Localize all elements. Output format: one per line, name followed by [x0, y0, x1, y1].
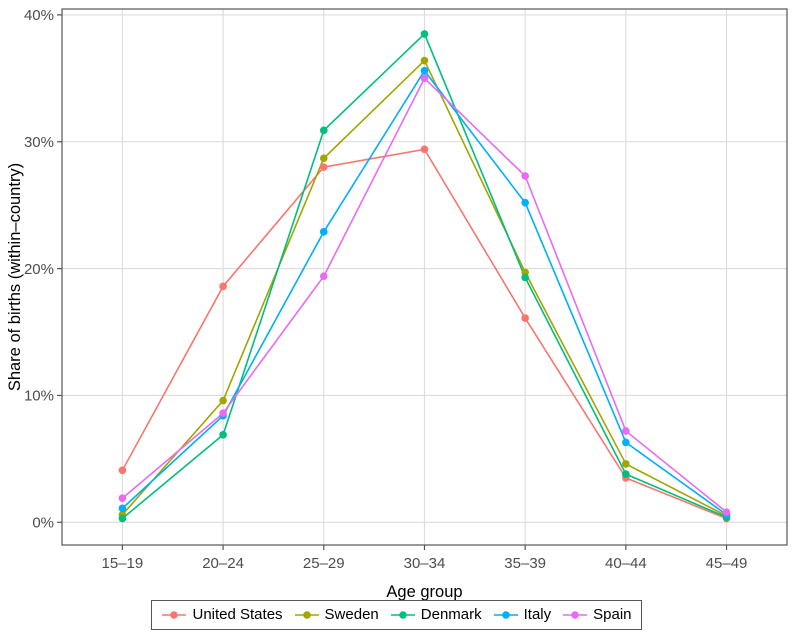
series-points	[118, 30, 731, 523]
point-italy	[521, 198, 529, 207]
point-italy	[118, 504, 127, 513]
legend-label: Denmark	[420, 606, 482, 623]
point-denmark	[622, 470, 630, 478]
x-tick-label: 35–39	[504, 555, 546, 572]
y-tick-label: 40%	[24, 7, 54, 24]
legend-item-italy: Italy	[493, 604, 552, 626]
legend-key-icon	[493, 611, 518, 619]
x-tick-label: 45–49	[706, 555, 748, 572]
x-tick-label: 20–24	[202, 555, 244, 572]
x-tick-label: 25–29	[303, 555, 345, 572]
point-denmark	[319, 126, 328, 135]
y-tick-label: 30%	[24, 134, 54, 151]
legend-label: Spain	[593, 606, 632, 623]
point-sweden	[219, 396, 227, 405]
point-denmark	[118, 514, 127, 523]
y-tick-label: 0%	[32, 515, 54, 532]
y-axis-title: Share of births (within–country)	[6, 163, 24, 391]
point-spain	[521, 172, 529, 180]
legend-label: United States	[192, 606, 283, 623]
legend-label: Italy	[523, 606, 552, 623]
x-tick-labels: 15–19 20–24 25–29 30–34 35–39 40–44 45–49	[102, 555, 748, 572]
point-spain	[622, 427, 630, 435]
point-spain	[118, 494, 127, 502]
point-spain	[319, 272, 328, 281]
legend-key-icon	[390, 611, 415, 619]
births-line-chart: 0% 10% 20% 30% 40% 15–19 20–24 25–29 30–34 35–39…	[6, 7, 788, 601]
y-tick-label: 10%	[24, 388, 54, 405]
legend-box: United States Sweden Denmark Italy Spain	[151, 600, 642, 630]
point-spain	[420, 74, 429, 83]
point-united-states	[319, 163, 328, 171]
point-sweden	[319, 154, 328, 163]
legend-item-united-states: United States	[161, 604, 283, 626]
legend-label: Sweden	[324, 606, 379, 623]
point-sweden	[622, 460, 630, 468]
point-spain	[219, 409, 227, 418]
point-italy	[622, 438, 630, 447]
panel-border	[61, 8, 788, 546]
point-italy	[420, 66, 429, 75]
point-sweden	[420, 56, 429, 65]
point-united-states	[420, 145, 429, 154]
x-axis-title: Age group	[386, 583, 462, 600]
point-spain	[722, 508, 731, 516]
legend-item-denmark: Denmark	[390, 604, 482, 626]
y-tick-label: 20%	[24, 261, 54, 278]
legend-item-spain: Spain	[562, 604, 632, 626]
point-united-states	[219, 282, 227, 291]
y-tick-labels: 0% 10% 20% 30% 40%	[24, 7, 54, 531]
legend-key-icon	[162, 611, 187, 619]
point-denmark	[420, 30, 429, 38]
legend-key-icon	[294, 611, 319, 619]
axis-ticks	[57, 14, 728, 550]
legend-key-icon	[563, 611, 588, 619]
point-italy	[319, 228, 328, 236]
x-tick-label: 30–34	[404, 555, 446, 572]
legend: United States Sweden Denmark Italy Spain	[0, 600, 793, 630]
point-united-states	[521, 314, 529, 322]
point-denmark	[219, 430, 227, 439]
point-united-states	[118, 466, 127, 475]
x-tick-label: 15–19	[102, 555, 144, 572]
legend-item-sweden: Sweden	[294, 604, 379, 626]
x-tick-label: 40–44	[605, 555, 647, 572]
point-denmark	[521, 273, 529, 282]
gridlines	[62, 9, 787, 545]
